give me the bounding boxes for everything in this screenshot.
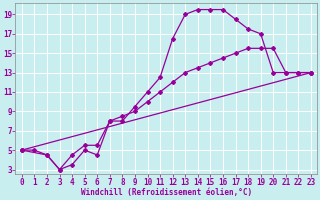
X-axis label: Windchill (Refroidissement éolien,°C): Windchill (Refroidissement éolien,°C) <box>81 188 252 197</box>
